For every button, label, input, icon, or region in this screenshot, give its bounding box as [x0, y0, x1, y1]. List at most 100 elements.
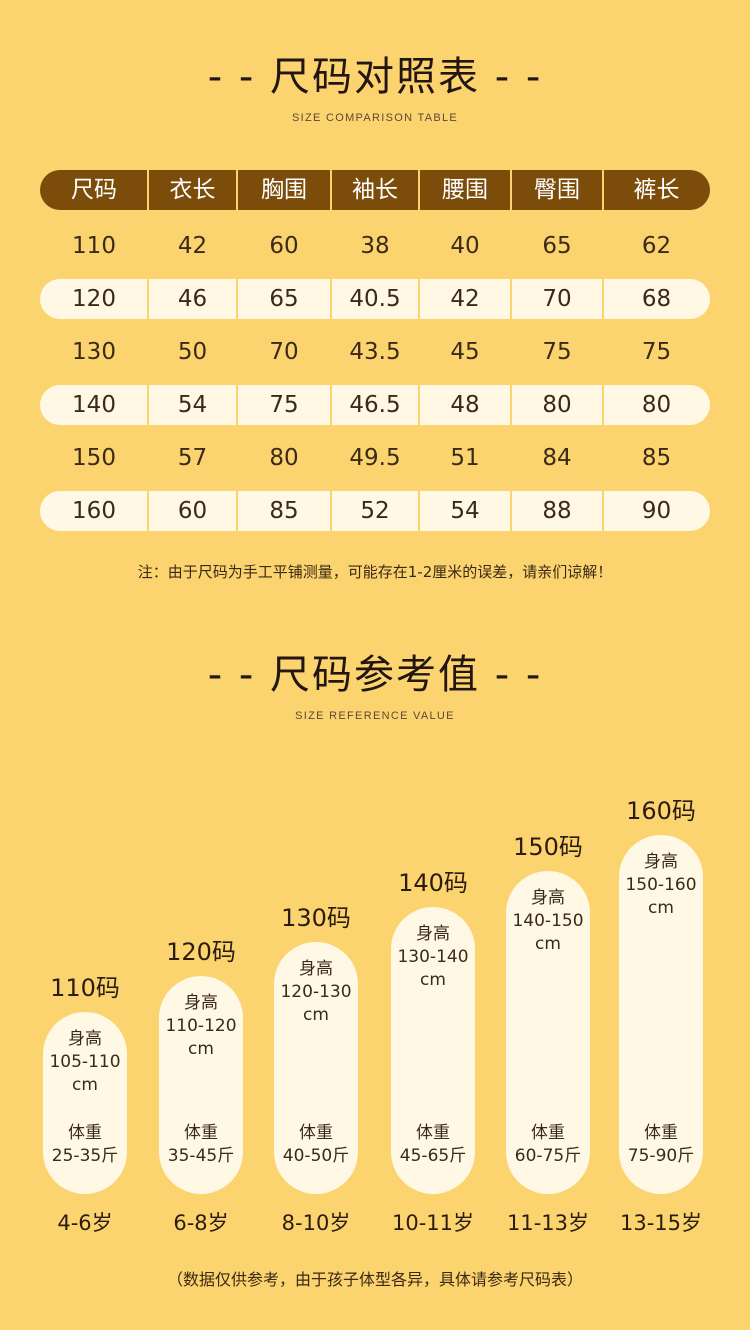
column-divider [330, 279, 332, 319]
size-label: 140码 [398, 869, 468, 897]
table-cell: 60 [177, 498, 208, 524]
table-cell: 150 [72, 445, 116, 471]
column-divider [418, 491, 420, 531]
table-cell: 48 [450, 392, 480, 418]
table-header-cell: 袖长 [352, 177, 398, 203]
column-divider [236, 279, 238, 319]
column-divider [418, 279, 420, 319]
column-divider [418, 385, 420, 425]
age-label: 11-13岁 [506, 1211, 590, 1235]
size-pill: 身高 140-150 cm 体重 60-75斤 [506, 871, 590, 1194]
table-cell: 54 [450, 498, 480, 524]
table-cell: 46.5 [349, 392, 401, 418]
table-row: 160 60 85 52 54 88 90 [40, 491, 710, 531]
height-label: 身高 [531, 888, 565, 908]
table-header-cell: 尺码 [71, 177, 117, 203]
column-divider [602, 491, 604, 531]
height-range: 130-140 [397, 947, 469, 967]
table-cell: 130 [72, 339, 116, 365]
weight-range: 40-50斤 [282, 1146, 350, 1166]
table-row: 110 42 60 38 40 65 62 [40, 226, 710, 266]
height-unit: cm [72, 1075, 98, 1095]
table-cell: 80 [542, 392, 572, 418]
table-cell: 40 [450, 233, 480, 259]
column-divider [236, 491, 238, 531]
column-divider [147, 385, 149, 425]
table-cell: 70 [542, 286, 572, 312]
size-label: 160码 [626, 797, 696, 825]
height-range: 110-120 [165, 1016, 237, 1036]
height-label: 身高 [68, 1029, 102, 1049]
height-unit: cm [535, 934, 561, 954]
table-cell: 90 [641, 498, 672, 524]
weight-range: 75-90斤 [627, 1146, 695, 1166]
column-divider [236, 170, 238, 210]
size-label: 120码 [166, 938, 236, 966]
size-label: 150码 [513, 833, 583, 861]
column-divider [510, 385, 512, 425]
age-label: 10-11岁 [391, 1211, 475, 1235]
table-cell: 75 [641, 339, 672, 365]
age-label: 13-15岁 [619, 1211, 703, 1235]
reference-title: - - 尺码参考值 - - [207, 652, 543, 698]
column-divider [510, 170, 512, 210]
weight-label: 体重 [68, 1123, 102, 1143]
size-pill: 身高 105-110 cm 体重 25-35斤 [43, 1012, 127, 1194]
column-divider [418, 170, 420, 210]
weight-label: 体重 [299, 1123, 333, 1143]
measurement-note: 注：由于尺码为手工平铺测量，可能存在1-2厘米的误差，请亲们谅解！ [137, 563, 613, 581]
table-cell: 85 [641, 445, 672, 471]
table-cell: 84 [542, 445, 572, 471]
height-unit: cm [420, 970, 446, 990]
reference-subtitle: SIZE REFERENCE VALUE [295, 710, 455, 722]
height-range: 105-110 [49, 1052, 121, 1072]
table-cell: 65 [542, 233, 572, 259]
height-unit: cm [303, 1005, 329, 1025]
table-header-cell: 衣长 [169, 177, 216, 203]
table-cell: 57 [177, 445, 208, 471]
column-divider [510, 279, 512, 319]
table-cell: 52 [360, 498, 390, 524]
table-cell: 49.5 [349, 445, 401, 471]
height-unit: cm [188, 1039, 214, 1059]
table-row: 140 54 75 46.5 48 80 80 [40, 385, 710, 425]
table-cell: 42 [177, 233, 208, 259]
table-cell: 51 [450, 445, 480, 471]
weight-range: 45-65斤 [399, 1146, 467, 1166]
column-divider [602, 279, 604, 319]
size-pill: 身高 130-140 cm 体重 45-65斤 [391, 907, 475, 1194]
table-header-cell: 腰围 [442, 177, 488, 203]
table-cell: 50 [177, 339, 208, 365]
comparison-title: - - 尺码对照表 - - [207, 54, 543, 100]
table-cell: 42 [450, 286, 480, 312]
column-divider [330, 491, 332, 531]
table-cell: 120 [72, 286, 116, 312]
height-range: 150-160 [625, 875, 697, 895]
table-header-cell: 臀围 [534, 177, 580, 203]
size-label: 110码 [50, 974, 120, 1002]
table-cell: 43.5 [349, 339, 401, 365]
table-header-cell: 裤长 [633, 177, 680, 203]
column-divider [147, 491, 149, 531]
table-header-row: 尺码 衣长 胸围 袖长 腰围 臀围 裤长 [40, 170, 710, 210]
table-cell: 65 [269, 286, 299, 312]
height-label: 身高 [644, 852, 678, 872]
age-label: 8-10岁 [281, 1211, 351, 1235]
table-cell: 75 [542, 339, 572, 365]
height-label: 身高 [299, 959, 333, 979]
table-cell: 68 [641, 286, 672, 312]
size-pill: 身高 110-120 cm 体重 35-45斤 [159, 976, 243, 1194]
height-label: 身高 [416, 924, 450, 944]
size-label: 130码 [281, 904, 351, 932]
column-divider [602, 170, 604, 210]
table-cell: 40.5 [349, 286, 401, 312]
table-row: 130 50 70 43.5 45 75 75 [40, 332, 710, 372]
column-divider [510, 491, 512, 531]
weight-range: 25-35斤 [51, 1146, 119, 1166]
table-cell: 45 [450, 339, 480, 365]
table-row: 150 57 80 49.5 51 84 85 [40, 438, 710, 478]
table-cell: 38 [360, 233, 390, 259]
table-cell: 70 [269, 339, 299, 365]
table-header-cell: 胸围 [261, 177, 307, 203]
column-divider [147, 170, 149, 210]
